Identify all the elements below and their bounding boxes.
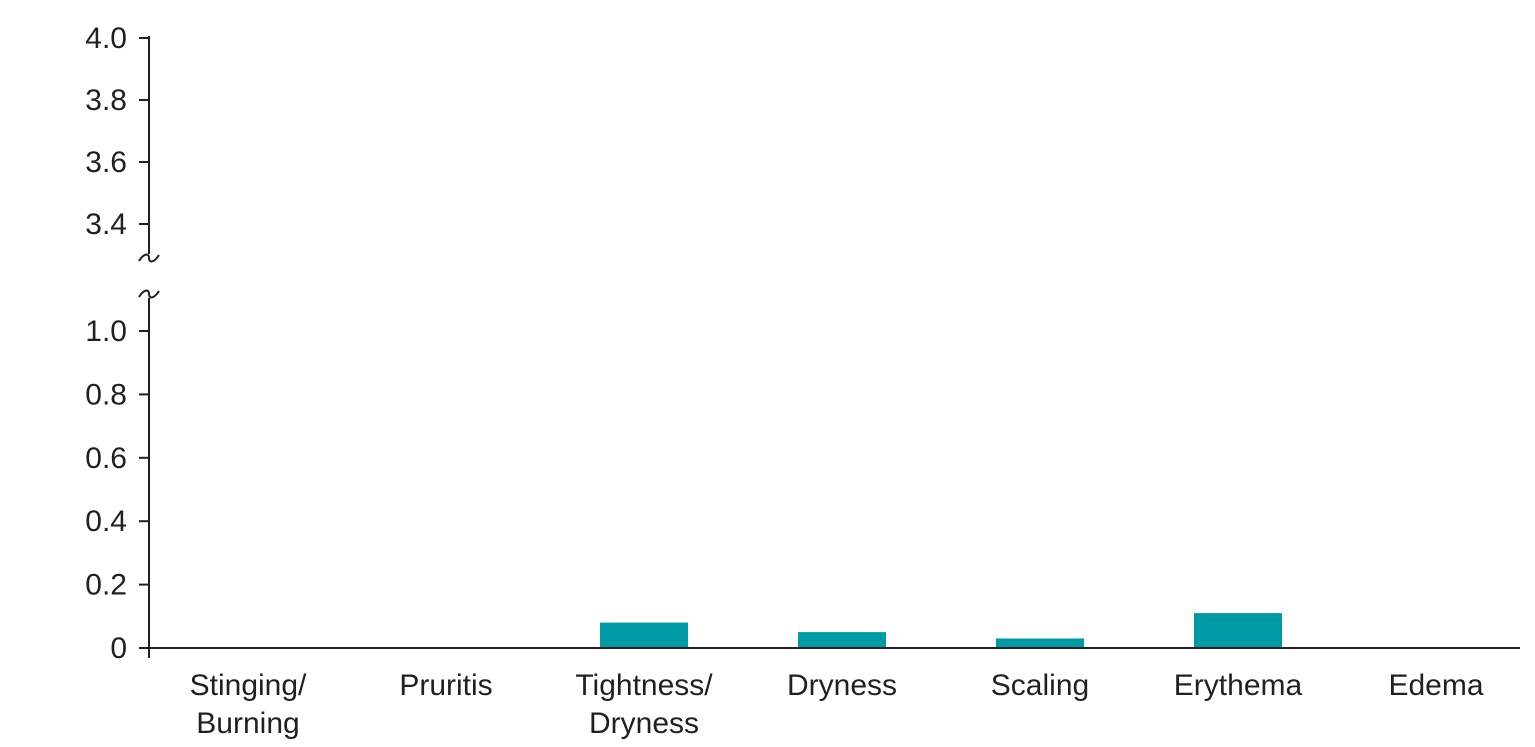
category-label-3: Dryness [787, 669, 897, 702]
bar-4 [996, 638, 1084, 648]
axes-layer [138, 36, 1520, 658]
bars-layer [600, 613, 1282, 648]
y-upper-tick-label-3: 4.0 [85, 22, 127, 55]
axis-break-upper-mark [138, 253, 160, 263]
category-label-4: Scaling [991, 669, 1089, 702]
labels-layer: 0 0.2 0.4 0.6 0.8 1.0 3.4 3.6 3.8 4.0 Stinging/Bur… [85, 22, 1484, 740]
y-lower-tick-label-3: 0.6 [85, 442, 127, 475]
y-upper-tick-label-2: 3.8 [85, 84, 127, 117]
y-lower-tick-label-0: 0 [110, 632, 127, 665]
y-lower-tick-label-1: 0.2 [85, 569, 127, 602]
y-lower-tick-label-5: 1.0 [85, 315, 127, 348]
category-label-5: Erythema [1174, 669, 1303, 702]
y-upper-tick-label-1: 3.6 [85, 146, 127, 179]
category-label-0: Stinging/Burning [190, 669, 307, 740]
bar-5 [1194, 613, 1282, 648]
category-label-1: Pruritis [399, 669, 492, 702]
y-lower-tick-label-4: 0.8 [85, 378, 127, 411]
bar-2 [600, 622, 688, 648]
category-label-6: Edema [1388, 669, 1483, 702]
category-label-2: Tightness/Dryness [575, 669, 713, 740]
y-upper-tick-label-0: 3.4 [85, 208, 127, 241]
bar-3 [798, 632, 886, 648]
y-lower-tick-label-2: 0.4 [85, 505, 127, 538]
axis-break-lower-mark [138, 289, 160, 299]
